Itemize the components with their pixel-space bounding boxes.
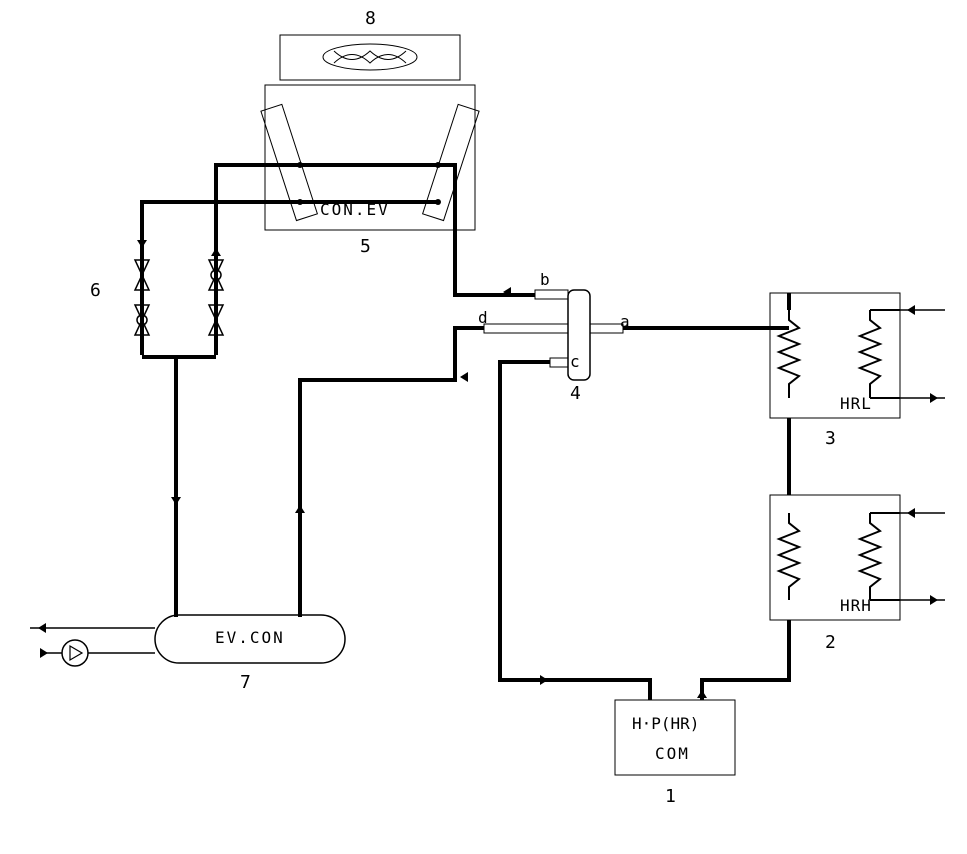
label-7: 7 xyxy=(240,672,251,693)
hrl-box xyxy=(770,293,900,418)
label-3: 3 xyxy=(825,428,836,449)
label-4: 4 xyxy=(570,383,581,404)
compressor-box xyxy=(615,700,735,775)
label-1: 1 xyxy=(665,786,676,807)
label-comp-1: H·P(HR) xyxy=(632,714,699,733)
label-port-d: d xyxy=(478,308,488,327)
label-comp-2: COM xyxy=(655,744,690,763)
diagram-canvas xyxy=(0,0,967,854)
label-ev-con: EV.CON xyxy=(215,628,285,647)
label-6: 6 xyxy=(90,280,101,301)
hrh-box xyxy=(770,495,900,620)
label-port-b: b xyxy=(540,270,550,289)
label-port-c: c xyxy=(570,352,580,371)
label-5: 5 xyxy=(360,236,371,257)
valve-assembly xyxy=(135,250,223,357)
fan-box xyxy=(280,35,460,80)
label-hrh: HRH xyxy=(840,596,872,615)
label-port-a: a xyxy=(620,312,630,331)
pump-icon xyxy=(62,640,88,666)
pipes xyxy=(142,165,789,700)
label-con-ev: CON.EV xyxy=(320,200,390,219)
thin-pipes xyxy=(30,310,945,653)
label-2: 2 xyxy=(825,632,836,653)
label-8: 8 xyxy=(365,8,376,29)
label-hrl: HRL xyxy=(840,394,872,413)
four-way-valve xyxy=(484,290,623,380)
flow-arrows xyxy=(38,240,938,698)
